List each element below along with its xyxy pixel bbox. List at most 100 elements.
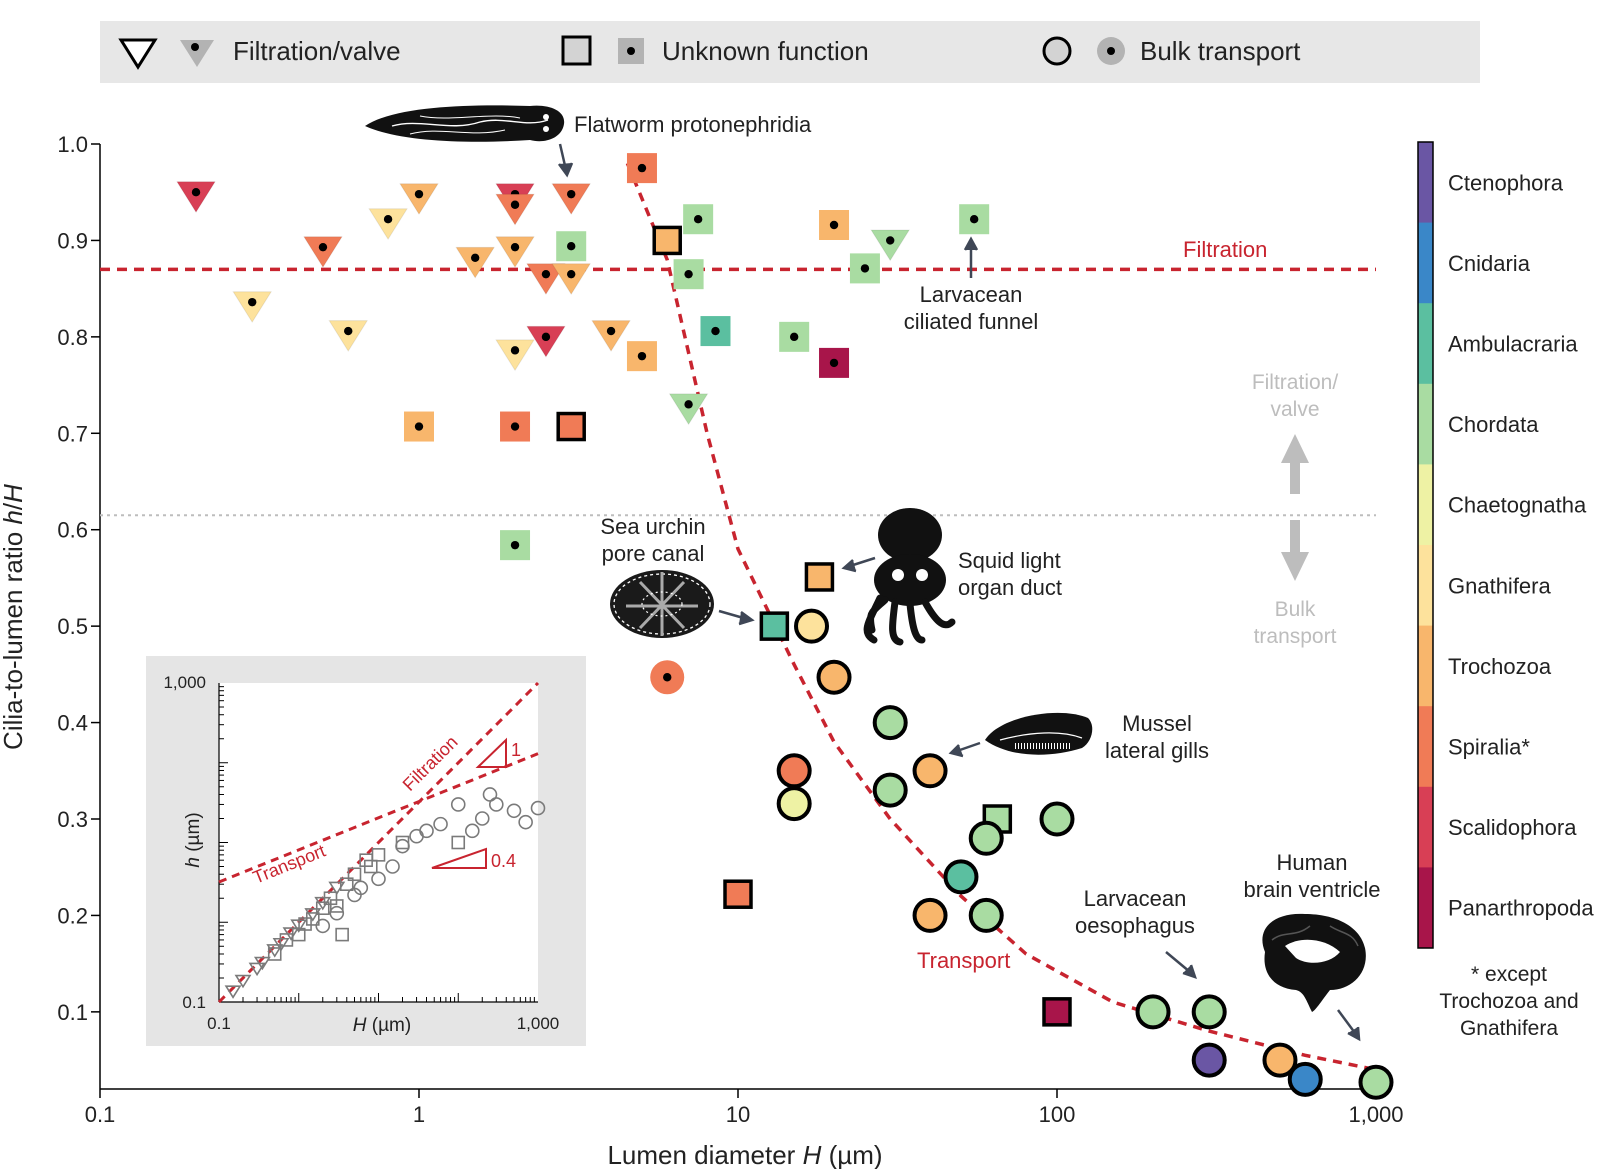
legend-circle-open-icon (1042, 36, 1072, 66)
data-point-square (723, 879, 753, 909)
squid-arrowhead (841, 559, 857, 573)
colorbar-cell-chaetognatha (1418, 464, 1433, 546)
data-point-triangle (495, 193, 535, 226)
data-point-circle (1135, 994, 1171, 1030)
data-point-circle (1358, 1064, 1394, 1100)
mussel-icon (985, 712, 1093, 755)
oesophagus-label: Larvacean oesophagus (1075, 886, 1195, 938)
regime-up-label: Filtration/valve (1252, 371, 1339, 421)
inset-point-square (315, 901, 330, 916)
colorbar-label: Chordata (1448, 412, 1539, 437)
inset-point-square (298, 917, 312, 931)
inset-ytick-top: 1,000 (163, 673, 206, 692)
inset-point-circle (450, 797, 466, 812)
colorbar-label: Ambulacraria (1448, 332, 1578, 357)
y-tick-label: 0.3 (57, 807, 88, 832)
inset-x-label: H (µm) (353, 1015, 411, 1036)
brain-label: Human brain ventricle (1244, 850, 1381, 902)
inset-point-circle (506, 803, 522, 819)
colorbar-label: Ctenophora (1448, 170, 1564, 195)
y-axis-label: Cilia-to-lumen ratio h/H (0, 484, 28, 750)
main-data-points (176, 153, 1394, 1100)
data-point-dot (860, 264, 870, 273)
colorbar-footnote: * except Trochozoa and Gnathifera (1439, 963, 1578, 1040)
data-point-dot (510, 242, 520, 252)
y-tick-label: 0.6 (57, 518, 88, 543)
inset-point-circle (433, 816, 448, 832)
data-point-triangle (591, 320, 631, 352)
transport-curve-label: Transport (917, 948, 1010, 973)
legend-bulk-label: Bulk transport (1140, 36, 1301, 66)
colorbar-label: Panarthropoda (1448, 896, 1594, 921)
y-tick-label: 0.5 (57, 614, 88, 639)
inset: 1,000 0.1 0.1 1,000 H (µm) h (µm) Filtra… (146, 656, 586, 1046)
inset-point-circle (474, 811, 490, 826)
inset-point-square (305, 912, 320, 926)
legend-square-open-icon (561, 35, 592, 66)
colorbar-cell-cnidaria (1418, 222, 1433, 304)
data-point-square (1042, 997, 1072, 1027)
data-point-dot (663, 673, 672, 682)
inset-xtick-left: 0.1 (207, 1014, 231, 1033)
y-tick-label: 0.4 (57, 711, 88, 736)
data-point-triangle (551, 183, 592, 216)
inset-point-square (339, 877, 354, 891)
data-point-dot (567, 189, 576, 199)
data-point-dot (344, 326, 353, 336)
inset-point-circle (419, 823, 434, 839)
data-point-dot (510, 346, 520, 355)
mussel-arrowhead (948, 744, 964, 758)
data-point-triangle (303, 236, 343, 269)
colorbar-label: Spiralia* (1448, 735, 1530, 760)
inset-point-triangle (266, 944, 284, 958)
y-tick-label: 0.9 (57, 228, 88, 253)
data-point-circle (816, 659, 852, 695)
legend-triangle-filled-icon (180, 40, 214, 67)
legend: Filtration/valve Unknown function Bulk t… (100, 21, 1480, 83)
data-point-dot (510, 200, 520, 209)
legend-filtration-label: Filtration/valve (233, 36, 401, 66)
data-point-dot (191, 188, 201, 197)
data-point-dot (510, 540, 520, 550)
inset-data-points (224, 787, 546, 999)
inset-point-circle (353, 880, 369, 896)
inset-point-triangle (314, 896, 332, 911)
inset-point-square (267, 947, 282, 961)
inset-point-circle (329, 905, 345, 921)
data-point-square (804, 562, 835, 592)
data-point-circle (776, 786, 812, 822)
colorbar-label: Scalidophora (1448, 815, 1577, 840)
data-point-circle (1191, 994, 1227, 1030)
colorbar-frame (1417, 141, 1434, 949)
slope-1-label: 1 (511, 740, 521, 760)
transport-curve (625, 162, 1377, 1072)
data-point-triangle (870, 229, 911, 262)
data-point-square (759, 611, 790, 641)
data-point-dot (541, 332, 551, 342)
arrow-down-icon (1281, 520, 1309, 581)
data-point-circle (776, 753, 812, 789)
colorbar-label: Cnidaria (1448, 251, 1531, 276)
sea-urchin-icon (610, 570, 714, 638)
inset-point-circle (464, 823, 480, 839)
flatworm-label: Flatworm protonephridia (574, 112, 812, 137)
x-tick-label: 1,000 (1348, 1102, 1403, 1127)
data-point-circle (1262, 1042, 1298, 1078)
inset-point-triangle (248, 962, 266, 977)
regime-indicator: Filtration/valve Bulk transport (1252, 371, 1339, 648)
x-axis-label: Lumen diameter H (µm) (607, 1140, 882, 1169)
annotation-arrows (557, 143, 1361, 1042)
larvacean-funnel-arrowhead (963, 236, 979, 251)
filtration-line-label: Filtration (1183, 237, 1267, 262)
inset-point-square (330, 899, 344, 913)
data-point-circle (872, 772, 908, 808)
urchin-arrowhead (738, 610, 755, 626)
y-tick-label: 0.2 (57, 903, 88, 928)
main-axes: 0.1 0.2 0.3 0.4 0.5 0.6 0.7 0.8 0.9 1.0 0.1 1 10 100 1… (0, 132, 1404, 1169)
data-point-dot (470, 253, 480, 262)
colorbar-label: Gnathifera (1448, 573, 1551, 598)
mussel-arrow (956, 741, 981, 753)
colorbar-label: Chaetognatha (1448, 493, 1587, 518)
squid-icon (863, 508, 956, 646)
colorbar-cell-ambulacraria (1418, 303, 1433, 385)
